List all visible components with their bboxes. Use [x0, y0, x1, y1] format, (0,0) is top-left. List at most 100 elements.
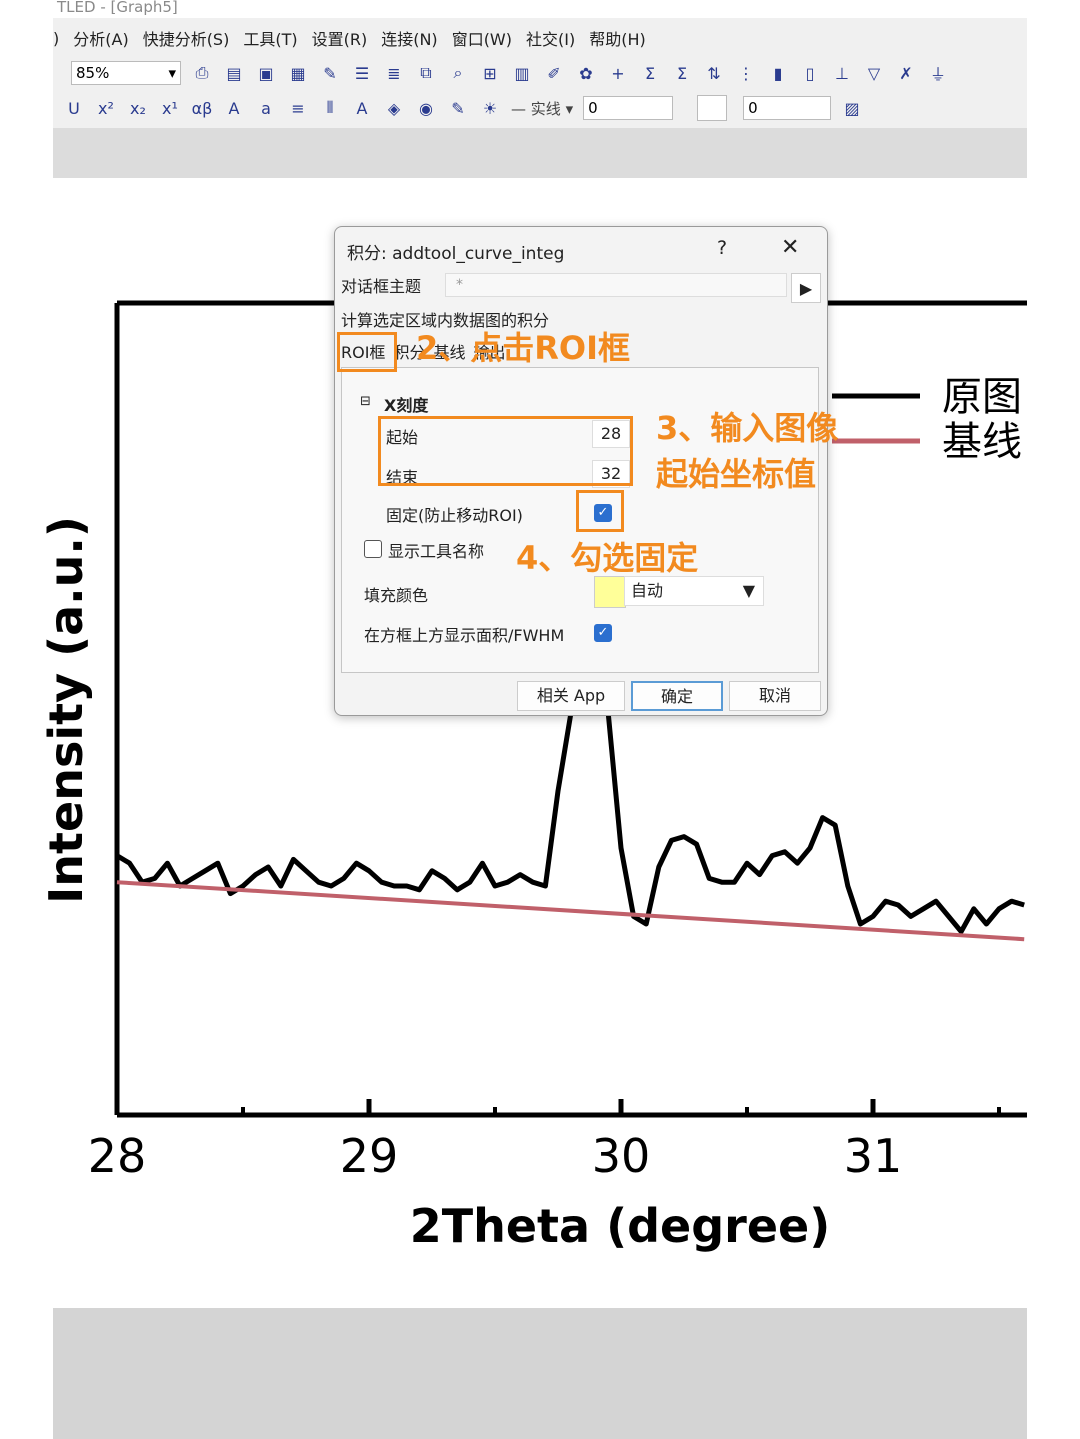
slide-icon[interactable]: ▤: [226, 63, 242, 83]
theme-menu-button[interactable]: ▶: [791, 273, 821, 303]
zoom-icon[interactable]: ⌕: [453, 63, 463, 82]
font-size-decrease-icon[interactable]: a: [261, 98, 271, 118]
bar-chart-icon[interactable]: ▮: [773, 63, 783, 83]
line-width-select[interactable]: 0: [583, 96, 674, 120]
collapse-icon[interactable]: ⊟: [360, 394, 371, 409]
roi-tab-highlight: [337, 332, 397, 372]
menu-item-settings[interactable]: 设置(R): [311, 30, 368, 49]
supsub-icon[interactable]: x¹: [162, 98, 178, 118]
dialog-description: 计算选定区域内数据图的积分: [341, 311, 550, 330]
edit-icon[interactable]: ✐: [547, 63, 561, 83]
x-scale-group[interactable]: ⊟ X刻度: [360, 392, 428, 416]
line-color-icon[interactable]: ✎: [451, 98, 465, 118]
annotation-step4: 4、勾选固定: [516, 539, 699, 577]
histogram-icon[interactable]: ▯: [805, 63, 815, 83]
greek-icon[interactable]: αβ: [191, 98, 213, 118]
line-width-value: 0: [588, 99, 598, 117]
size-select[interactable]: 0: [743, 96, 832, 120]
film-icon[interactable]: ▦: [290, 63, 306, 83]
color-select[interactable]: [697, 95, 728, 121]
show-tool-name-checkbox[interactable]: [364, 540, 382, 558]
menu-item-quick-analysis[interactable]: 快捷分析(S): [142, 30, 230, 49]
cancel-button[interactable]: 取消: [729, 681, 821, 711]
align-icon[interactable]: ≡: [291, 98, 305, 118]
font-color-icon[interactable]: A: [356, 98, 368, 118]
chevron-down-icon: ▼: [742, 581, 755, 600]
show-area-label: 在方框上方显示面积/FWHM: [364, 626, 565, 645]
tab-integrate[interactable]: 积分: [393, 343, 426, 362]
sort-icon[interactable]: ⇅: [707, 63, 721, 83]
subscript-icon[interactable]: x₂: [130, 98, 146, 118]
app-window: TLED - [Graph5] ) 分析(A) 快捷分析(S) 工具(T) 设置…: [53, 0, 1027, 178]
start-input[interactable]: 28: [592, 420, 630, 448]
brightness-icon[interactable]: ☀: [482, 98, 498, 118]
dialog-tabs: ROI框 积分 基线 输出: [341, 339, 513, 363]
font-size-increase-icon[interactable]: A: [228, 98, 240, 118]
related-app-button[interactable]: 相关 App: [517, 681, 625, 711]
menu-item-prefix: ): [53, 28, 60, 48]
end-label: 结束: [386, 468, 419, 487]
menu-item-analysis[interactable]: 分析(A): [73, 30, 129, 49]
add-column-icon[interactable]: +: [611, 63, 625, 83]
data-reader-icon[interactable]: ⊞: [483, 63, 497, 83]
app-icon[interactable]: ✿: [579, 63, 593, 83]
zoom-select[interactable]: 85% ▾: [71, 61, 181, 85]
window-title: TLED - [Graph5]: [53, 0, 1027, 18]
baseline-series-line: [116, 880, 1025, 942]
underline-icon[interactable]: U: [68, 98, 80, 118]
line-style-value: 实线: [530, 99, 561, 118]
column-stats-icon[interactable]: ⋮: [738, 63, 754, 83]
menu-item-social[interactable]: 社交(I): [526, 30, 576, 49]
fill-color-label: 填充颜色: [364, 586, 429, 605]
annotation-step3-line1: 3、输入图像: [656, 409, 839, 447]
superscript-icon[interactable]: x²: [98, 98, 114, 118]
filter-icon[interactable]: ▽: [867, 63, 881, 83]
pattern-icon[interactable]: ⦀: [326, 98, 334, 117]
layers-icon[interactable]: ≣: [387, 63, 401, 83]
image-icon[interactable]: ▣: [258, 63, 274, 83]
palette-icon[interactable]: ◉: [419, 98, 433, 118]
theme-input[interactable]: *: [445, 273, 787, 297]
menu-bar: ) 分析(A) 快捷分析(S) 工具(T) 设置(R) 连接(N) 窗口(W) …: [53, 25, 1027, 51]
menu-item-window[interactable]: 窗口(W): [451, 30, 512, 49]
close-icon[interactable]: ✕: [781, 235, 800, 260]
x-axis-title: 2Theta (degree): [410, 1199, 831, 1253]
chevron-down-icon: ▾: [168, 64, 176, 82]
help-icon[interactable]: ?: [717, 237, 728, 259]
ok-button[interactable]: 确定: [631, 681, 723, 711]
stats-icon[interactable]: Σ: [676, 63, 688, 83]
tab-baseline[interactable]: 基线: [433, 343, 466, 362]
show-area-checkbox[interactable]: ✓: [594, 624, 612, 642]
fill-color-swatch[interactable]: [594, 576, 626, 608]
standard-toolbar: 85% ▾ ⎙ ▤ ▣ ▦ ✎ ☰ ≣ ⧉ ⌕ ⊞ ▥ ✐ ✿ + Σ Σ ⇅ …: [53, 57, 1027, 89]
print-icon[interactable]: ⎙: [195, 63, 209, 82]
tree-icon[interactable]: ⧉: [420, 63, 432, 82]
bottom-gray-band: [53, 1308, 1027, 1439]
tab-roi[interactable]: ROI框: [341, 343, 386, 362]
start-label: 起始: [386, 428, 419, 447]
annotation-step2: 2、点击ROI框: [416, 329, 631, 367]
funnel-icon[interactable]: ⏚: [929, 65, 946, 84]
line-style-select[interactable]: — 实线 ▾: [511, 99, 574, 118]
coordinate-highlight: [378, 416, 633, 486]
legend-label-original: 原图: [942, 374, 1022, 420]
play-icon: ▶: [799, 278, 813, 298]
hatch-icon[interactable]: ▨: [844, 98, 860, 118]
box-chart-icon[interactable]: ⊥: [835, 63, 849, 83]
sum-icon[interactable]: Σ: [644, 63, 656, 83]
clear-filter-icon[interactable]: ✗: [899, 63, 913, 83]
x-tick-label: 29: [340, 1129, 399, 1183]
fix-roi-checkbox[interactable]: ✓: [594, 504, 612, 522]
fill-icon[interactable]: ◈: [387, 98, 401, 118]
worksheet-icon[interactable]: ☰: [354, 63, 370, 83]
menu-item-connect[interactable]: 连接(N): [381, 30, 438, 49]
fill-color-select[interactable]: 自动 ▼: [624, 576, 764, 606]
legend-label-baseline: 基线: [942, 419, 1022, 465]
notes-icon[interactable]: ✎: [323, 63, 337, 83]
y-axis-title: Intensity (a.u.): [39, 516, 93, 904]
show-tool-name-label: 显示工具名称: [388, 542, 485, 561]
tab-output[interactable]: 输出: [473, 343, 506, 362]
menu-item-help[interactable]: 帮助(H): [589, 30, 646, 49]
menu-item-tools[interactable]: 工具(T): [243, 30, 298, 49]
table-icon[interactable]: ▥: [514, 63, 530, 83]
